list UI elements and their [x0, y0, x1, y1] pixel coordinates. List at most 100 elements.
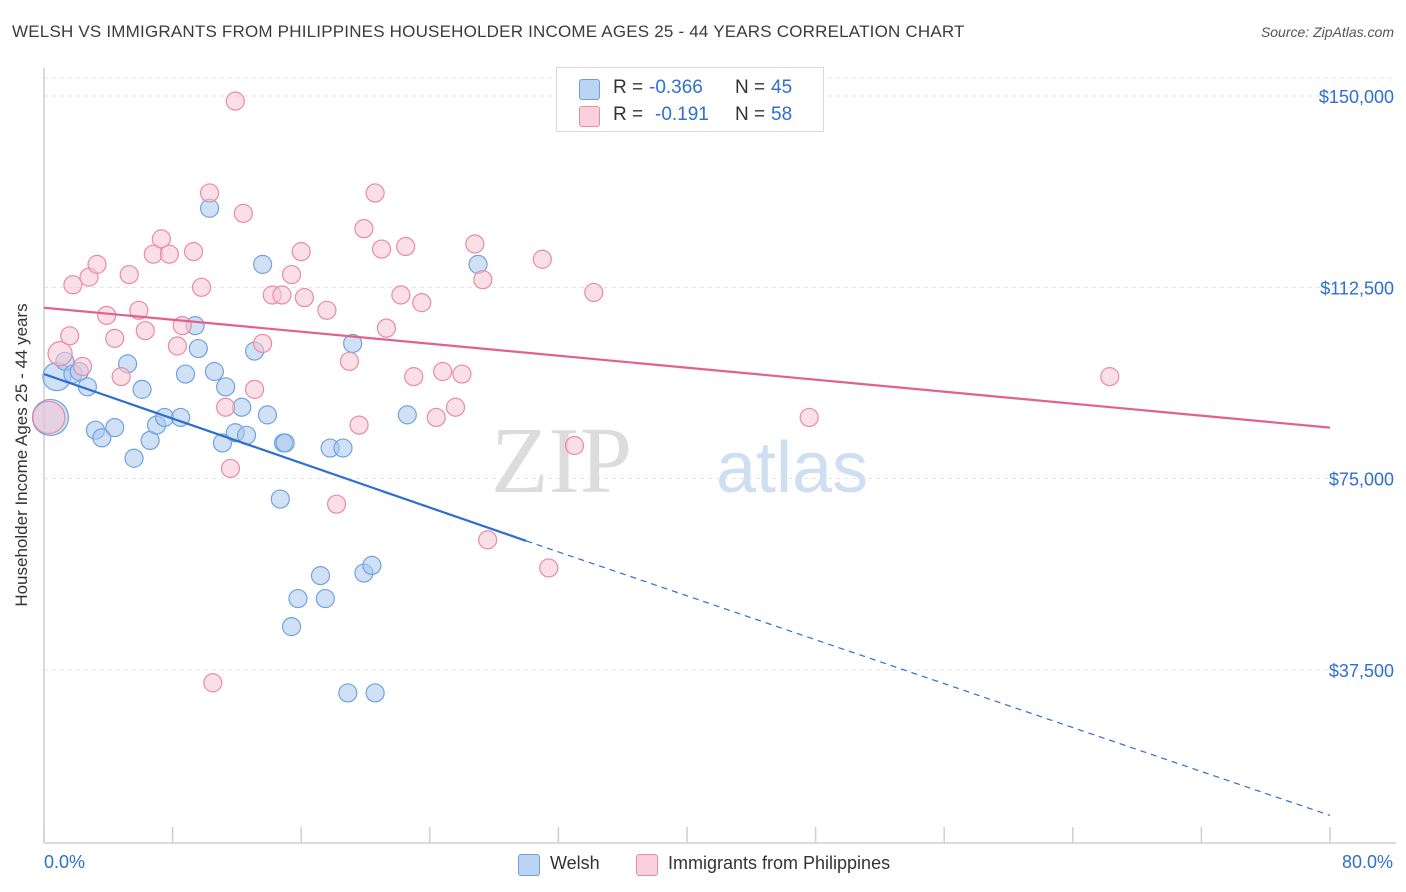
- philippines-point: [564, 435, 585, 456]
- welsh-point: [397, 405, 417, 425]
- bottom-legend-swatch-philippines: [636, 854, 658, 876]
- philippines-point: [391, 285, 411, 305]
- philippines-point: [167, 336, 188, 356]
- philippines-point: [203, 673, 223, 693]
- x-tick-label-min: 0.0%: [44, 852, 86, 872]
- legend-r-label: R =: [613, 104, 644, 125]
- philippines-point: [371, 239, 392, 259]
- philippines-point: [135, 321, 155, 341]
- watermark-atlas: atlas: [716, 428, 868, 508]
- bottom-legend-label-welsh: Welsh: [550, 853, 600, 873]
- philippines-point: [433, 361, 453, 382]
- philippines-point: [354, 219, 374, 239]
- philippines-point: [281, 264, 302, 285]
- legend-r-value: -0.191: [655, 104, 709, 125]
- welsh-point: [92, 428, 112, 448]
- philippines-trend-line: [43, 306, 1331, 429]
- philippines-point: [220, 458, 241, 479]
- philippines-point: [426, 407, 446, 428]
- welsh-point: [362, 555, 382, 576]
- philippines-point: [317, 300, 337, 320]
- philippines-point: [111, 367, 131, 387]
- philippines-point: [191, 277, 212, 297]
- welsh-point: [338, 683, 358, 703]
- bottom-legend: Welsh Immigrants from Philippines: [0, 853, 1406, 877]
- welsh-point: [288, 588, 308, 609]
- philippines-point: [396, 236, 416, 257]
- welsh-point: [333, 438, 353, 458]
- welsh-point: [310, 566, 331, 586]
- philippines-point: [216, 397, 236, 417]
- welsh-point: [315, 588, 335, 609]
- bottom-legend-label-philippines: Immigrants from Philippines: [668, 853, 891, 873]
- y-axis-label: Householder Income Ages 25 - 44 years: [12, 303, 31, 607]
- y-tick-labels: $37,500 $75,000 $112,500 $150,000: [1319, 87, 1394, 681]
- philippines-point: [799, 407, 819, 428]
- philippines-point: [183, 242, 204, 262]
- philippines-point: [1100, 367, 1120, 387]
- philippines-point: [47, 341, 73, 367]
- philippines-point: [60, 326, 80, 346]
- philippines-point: [326, 494, 347, 514]
- legend-r-label: R =: [613, 77, 644, 98]
- welsh-point: [281, 617, 302, 637]
- philippines-point: [253, 333, 273, 354]
- philippines-point: [404, 367, 424, 387]
- x-tick-label-max: 80.0%: [1341, 852, 1393, 872]
- philippines-point: [105, 328, 125, 348]
- welsh-point: [124, 448, 144, 468]
- philippines-point: [294, 287, 315, 308]
- welsh-point: [188, 338, 208, 359]
- philippines-point: [539, 558, 559, 578]
- welsh-point: [232, 397, 252, 417]
- philippines-point: [339, 351, 360, 371]
- philippines-point: [532, 249, 552, 269]
- philippines-point: [225, 91, 245, 111]
- philippines-point: [72, 356, 93, 377]
- y-tick-label: $150,000: [1319, 87, 1394, 107]
- philippines-point: [151, 229, 171, 249]
- philippines-point: [32, 400, 66, 435]
- welsh-point: [105, 418, 125, 438]
- legend-n-label: N =: [735, 77, 766, 98]
- legend-swatch-philippines: [579, 106, 600, 127]
- legend-n-value: 58: [771, 104, 793, 125]
- philippines-point: [119, 264, 139, 285]
- philippines-point: [365, 183, 385, 203]
- philippines-point: [199, 183, 220, 203]
- legend-r-value: -0.366: [649, 77, 703, 98]
- philippines-points: [32, 91, 1120, 693]
- philippines-point: [349, 415, 369, 435]
- welsh-points: [31, 198, 488, 703]
- welsh-trend-line: [43, 373, 527, 542]
- trend-lines: [43, 306, 1331, 816]
- welsh-point: [204, 361, 224, 382]
- y-tick-label: $112,500: [1320, 278, 1394, 298]
- chart-title: WELSH VS IMMIGRANTS FROM PHILIPPINES HOU…: [12, 22, 965, 41]
- philippines-point: [97, 305, 117, 325]
- y-tick-label: $37,500: [1329, 661, 1394, 681]
- axes: [43, 68, 1396, 844]
- welsh-point: [365, 683, 385, 703]
- y-tick-label: $75,000: [1329, 470, 1394, 490]
- welsh-point: [270, 489, 290, 509]
- legend-n-label: N =: [735, 104, 766, 125]
- welsh-point: [216, 377, 236, 397]
- philippines-point: [63, 275, 83, 295]
- philippines-point: [291, 242, 311, 262]
- welsh-trend-extension: [526, 540, 1331, 816]
- legend-n-value: 45: [771, 77, 793, 98]
- welsh-point: [257, 405, 278, 425]
- source-label: Source: ZipAtlas.com: [1260, 24, 1394, 40]
- legend-swatch-welsh: [579, 79, 600, 100]
- philippines-point: [465, 234, 485, 254]
- philippines-point: [129, 300, 149, 320]
- welsh-point: [253, 254, 273, 274]
- philippines-point: [233, 203, 253, 223]
- bottom-legend-swatch-welsh: [518, 854, 540, 876]
- philippines-point: [452, 364, 472, 384]
- philippines-point: [272, 285, 292, 305]
- philippines-point: [159, 244, 179, 264]
- philippines-point: [445, 397, 466, 417]
